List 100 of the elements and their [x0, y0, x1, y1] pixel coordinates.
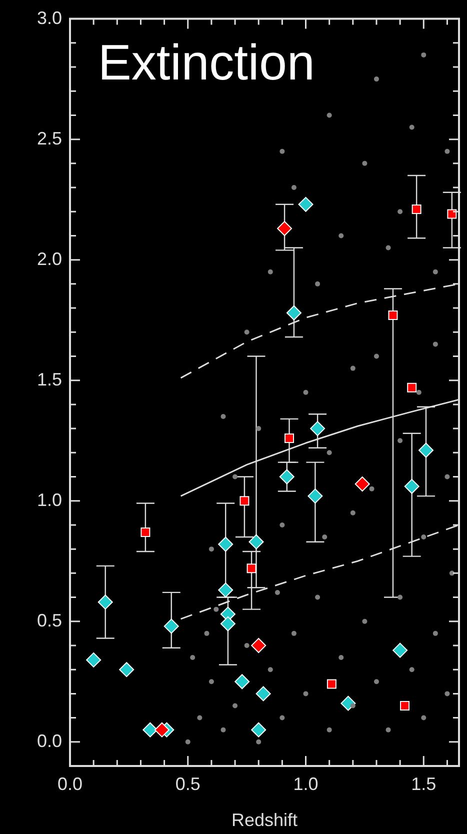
y-tick-label: 0.0 [36, 730, 62, 751]
point [280, 148, 285, 154]
point [256, 686, 271, 702]
x-tick-label: 0.5 [175, 774, 200, 794]
point [197, 715, 202, 720]
point [308, 488, 323, 504]
point [404, 478, 420, 494]
y-tick-label: 1.0 [36, 490, 62, 510]
point [284, 433, 294, 443]
point [154, 722, 170, 738]
point [432, 269, 438, 274]
point [286, 305, 302, 320]
point [298, 196, 314, 212]
x-axis-title: Redshift [231, 810, 298, 830]
point [248, 534, 264, 550]
point [291, 630, 296, 636]
point [232, 474, 238, 480]
point [291, 185, 296, 190]
point [421, 715, 426, 720]
point [322, 534, 328, 540]
point [362, 160, 368, 166]
point [374, 354, 379, 359]
point [374, 76, 379, 82]
y-tick-label: 0.5 [36, 610, 62, 630]
point [338, 233, 344, 238]
point [350, 366, 356, 371]
point [142, 722, 158, 738]
point [208, 546, 214, 552]
point [374, 679, 379, 684]
point [190, 655, 196, 660]
point [204, 630, 210, 636]
point [119, 662, 134, 678]
point [164, 618, 179, 634]
chart-title: Extinction [98, 34, 315, 91]
point [220, 727, 226, 732]
point [386, 727, 391, 732]
x-tick-label: 0.0 [57, 774, 83, 794]
point [326, 727, 332, 732]
point [244, 330, 250, 335]
point [398, 209, 403, 214]
point [398, 438, 403, 444]
point [416, 390, 422, 395]
point [310, 421, 326, 436]
point [447, 209, 457, 219]
point [362, 618, 368, 624]
point [392, 642, 408, 658]
point [185, 739, 190, 744]
point [409, 124, 414, 130]
point [140, 527, 150, 537]
x-tick-label: 1.5 [411, 774, 436, 794]
point [214, 606, 219, 612]
point [232, 703, 238, 708]
point [400, 701, 410, 710]
point [240, 496, 250, 506]
point [409, 667, 414, 672]
point [354, 476, 370, 492]
point [279, 469, 294, 484]
point [218, 582, 234, 598]
point [398, 594, 403, 600]
point [86, 652, 102, 668]
point [326, 450, 332, 456]
point [280, 715, 285, 720]
y-tick-label: 2.5 [36, 128, 62, 148]
point [444, 474, 450, 480]
point [208, 679, 214, 684]
point [340, 696, 356, 711]
point [251, 722, 266, 738]
point [418, 442, 434, 458]
point [444, 691, 450, 696]
point [268, 269, 273, 274]
point [274, 590, 280, 595]
point [234, 674, 250, 690]
point [350, 510, 356, 516]
point [246, 564, 256, 574]
point [388, 310, 398, 320]
point [421, 52, 426, 58]
point [369, 486, 374, 492]
point [421, 534, 426, 540]
point [315, 281, 320, 286]
point [220, 414, 226, 420]
point [412, 204, 422, 214]
point [280, 522, 285, 528]
point [326, 679, 336, 689]
point [407, 382, 417, 392]
point [432, 630, 438, 636]
point [244, 642, 250, 648]
point [98, 594, 113, 610]
point [256, 739, 262, 744]
point [220, 616, 236, 632]
y-tick-label: 3.0 [36, 8, 62, 28]
point [256, 426, 262, 432]
point [218, 536, 234, 552]
point [326, 112, 332, 118]
point [277, 221, 292, 236]
point [386, 245, 391, 250]
y-tick-label: 2.0 [36, 248, 62, 269]
x-tick-label: 1.0 [293, 774, 318, 794]
point [338, 655, 344, 660]
point [303, 390, 308, 395]
point [315, 594, 320, 600]
